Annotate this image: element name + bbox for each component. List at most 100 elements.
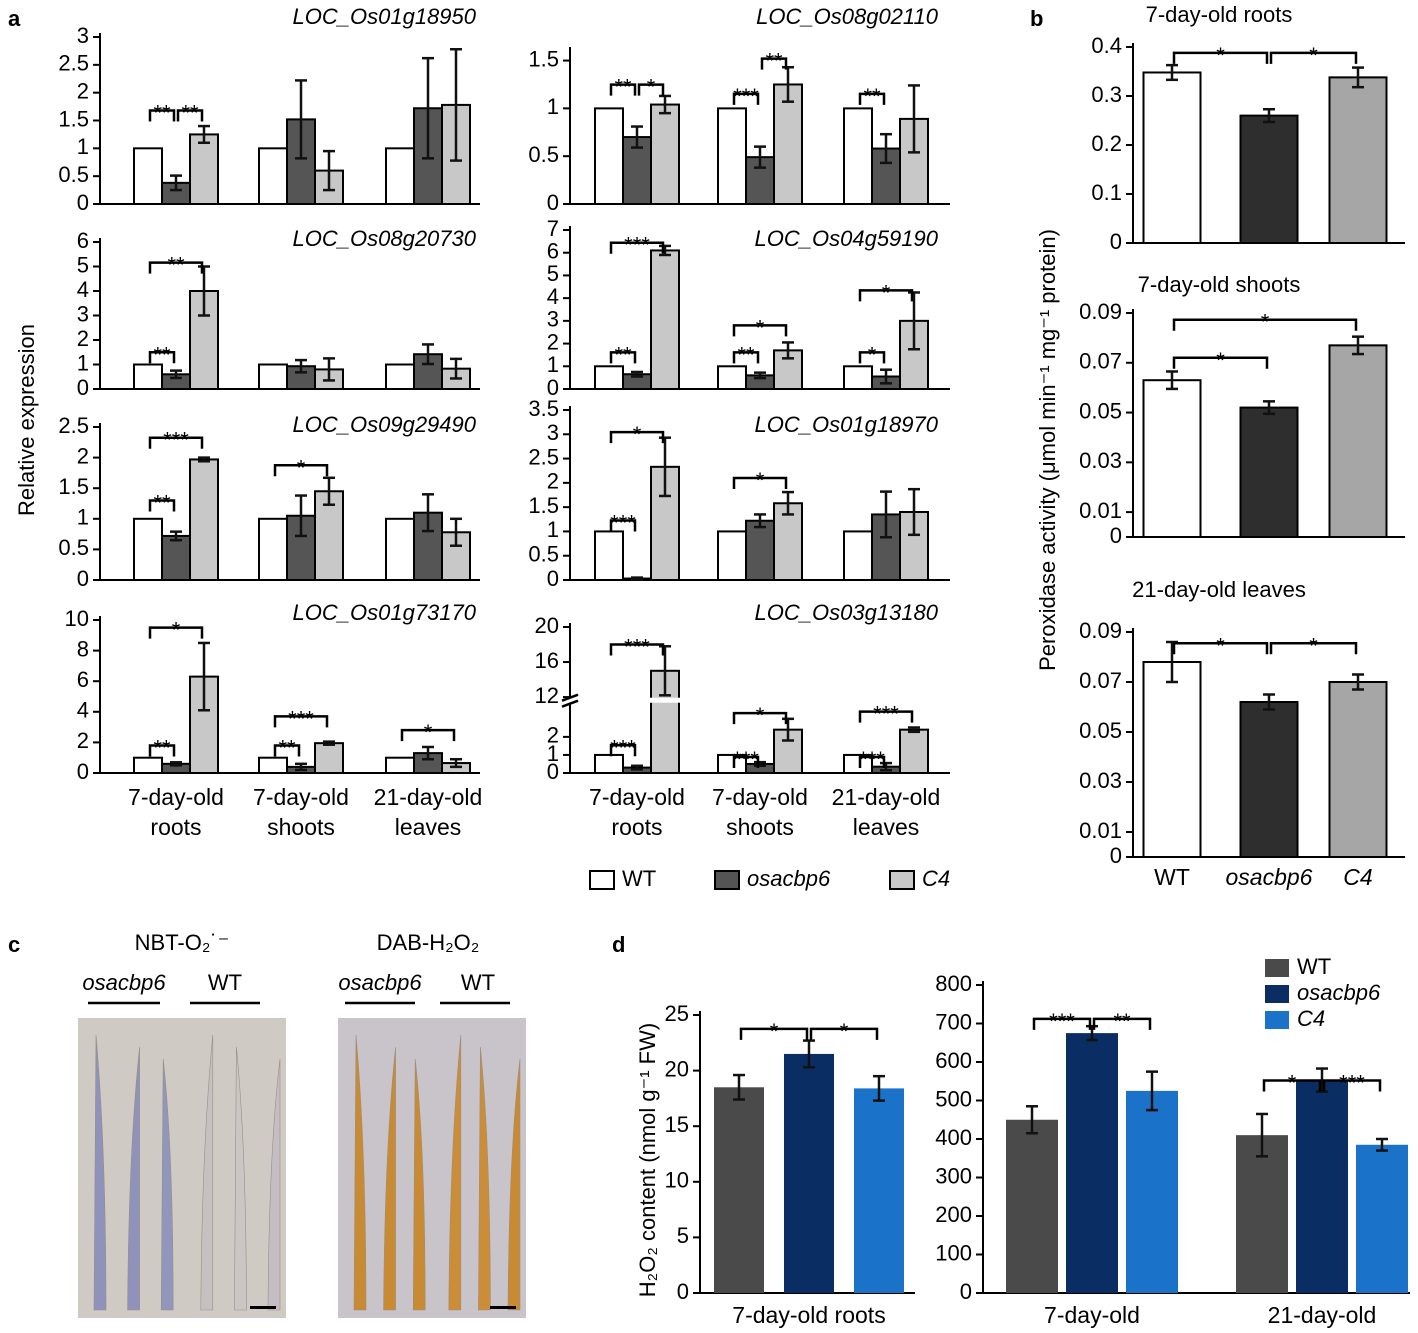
- significance-bracket: [732, 351, 760, 364]
- significance-label: *: [868, 342, 877, 367]
- significance-bracket: [732, 324, 788, 337]
- significance-bracket: [1032, 1017, 1092, 1030]
- bar: [843, 753, 873, 774]
- chart-title: 7-day-old shoots: [1138, 272, 1301, 297]
- error-bar: [880, 368, 892, 385]
- x-tick-label: 7-day-old shoots: [253, 784, 349, 840]
- y-tick-label: 3: [547, 420, 559, 445]
- significance-label: *: [647, 75, 656, 100]
- significance-label: *: [1261, 310, 1270, 335]
- error-bar: [908, 291, 920, 351]
- significance-bracket: [858, 755, 886, 768]
- y-tick-label: 25: [665, 1001, 689, 1026]
- error-bar: [323, 357, 335, 382]
- error-bar: [170, 369, 182, 380]
- error-bar: [1263, 107, 1275, 124]
- legend-swatch: [1265, 985, 1289, 1003]
- error-bar: [422, 745, 434, 761]
- y-tick-label: 0.05: [1079, 398, 1122, 423]
- y-tick-label: 10: [65, 606, 89, 631]
- significance-label: ***: [163, 428, 189, 453]
- error-bar: [295, 762, 307, 772]
- significance-bracket: [1172, 318, 1358, 331]
- x-tick-label: WT: [1154, 864, 1190, 890]
- x-tick-label: C4: [1343, 864, 1373, 890]
- significance-label: *: [1216, 348, 1225, 373]
- error-bar: [631, 576, 643, 581]
- significance-bracket: [1269, 51, 1358, 64]
- y-tick-label: 2: [547, 469, 559, 494]
- significance-bracket: [1262, 1079, 1322, 1092]
- bar: [1239, 114, 1299, 244]
- leaf: [127, 1046, 140, 1311]
- error-bar: [908, 84, 920, 154]
- y-tick-label: 2.5: [58, 413, 89, 438]
- significance-bracket: [732, 476, 788, 489]
- error-bar: [295, 79, 307, 160]
- significance-label: **: [614, 75, 632, 100]
- y-tick-label: 4: [77, 277, 89, 302]
- significance-label: *: [756, 468, 765, 493]
- x-tick-label: osacbp6: [1225, 864, 1313, 890]
- significance-bracket: [273, 744, 301, 757]
- error-bar: [170, 761, 182, 767]
- y-tick-label: 0: [547, 375, 559, 400]
- significance-label: *: [1288, 1070, 1297, 1095]
- legend-swatch: [889, 870, 915, 890]
- y-axis-label: H₂O₂ content (nmol g⁻¹ FW): [635, 1023, 660, 1297]
- significance-label: ***: [624, 635, 650, 660]
- bar: [258, 147, 288, 205]
- leaf: [507, 1058, 521, 1311]
- y-tick-label: 1: [547, 352, 559, 377]
- error-bar: [754, 513, 766, 529]
- y-tick-label: 2: [547, 723, 559, 748]
- error-bar: [659, 645, 671, 697]
- y-tick-label: 15: [665, 1112, 689, 1137]
- x-tick-label: 7-day-old shoots: [712, 784, 808, 840]
- bar: [1328, 681, 1388, 858]
- y-tick-label: 0.09: [1079, 618, 1122, 643]
- leaf: [200, 1034, 214, 1311]
- significance-label: **: [153, 342, 171, 367]
- y-tick-label: 2.5: [528, 444, 559, 469]
- significance-bracket: [609, 430, 665, 444]
- significance-label: ***: [859, 747, 885, 772]
- bar: [133, 363, 163, 390]
- significance-bracket: [1322, 1079, 1382, 1092]
- significance-label: ***: [733, 747, 759, 772]
- image-title: DAB-H₂O₂: [377, 930, 480, 955]
- significance-bracket: [609, 241, 665, 254]
- leaf: [412, 1058, 426, 1311]
- significance-label: *: [1216, 43, 1225, 68]
- significance-bracket: [858, 710, 914, 723]
- y-tick-label: 2: [77, 443, 89, 468]
- y-axis-label: Relative expression: [14, 324, 39, 516]
- bar: [189, 458, 219, 582]
- panel-label: c: [8, 932, 20, 957]
- y-tick-label: 0: [1110, 229, 1122, 254]
- significance-bracket: [1172, 356, 1269, 369]
- error-bar: [754, 371, 766, 380]
- significance-label: *: [1309, 633, 1318, 658]
- group-label: osacbp6: [338, 970, 422, 995]
- error-bar: [908, 726, 920, 734]
- y-tick-label: 0: [77, 566, 89, 591]
- y-tick-label: 0.01: [1079, 498, 1122, 523]
- bar: [843, 365, 873, 390]
- bar: [133, 517, 163, 581]
- y-tick-label: 20: [535, 613, 559, 638]
- bar: [1142, 379, 1202, 539]
- significance-label: **: [863, 84, 881, 109]
- error-bar: [659, 94, 671, 115]
- y-tick-label: 3: [77, 301, 89, 326]
- error-bar: [170, 174, 182, 192]
- y-tick-label: 0.03: [1079, 448, 1122, 473]
- bar: [314, 490, 344, 582]
- y-tick-label: 1.5: [58, 474, 89, 499]
- legend-label: osacbp6: [1297, 980, 1381, 1005]
- y-tick-label: 1.5: [58, 106, 89, 131]
- y-tick-label: 0: [547, 759, 559, 784]
- bar: [1126, 1090, 1178, 1293]
- significance-label: ***: [624, 233, 650, 258]
- y-tick-label: 1: [547, 517, 559, 542]
